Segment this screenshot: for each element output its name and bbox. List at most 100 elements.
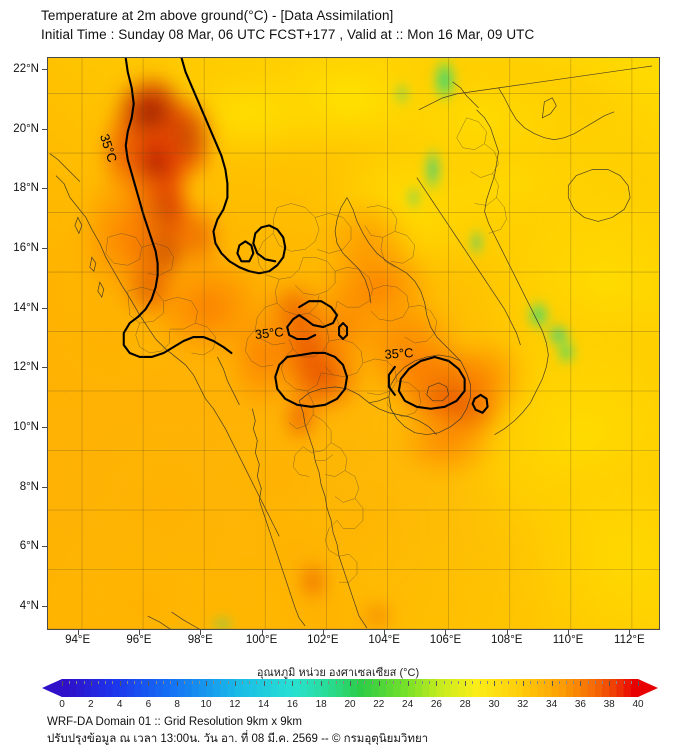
x-axis-tick-label: 96°E [126,634,152,646]
colorbar-gradient [42,679,658,697]
colorbar-minor-tick [342,681,344,684]
y-axis-tick-label: 18°N [13,182,39,195]
colorbar-tick-label: 0 [59,699,65,710]
colorbar-minor-tick [508,681,510,684]
colorbar-cell [328,679,337,697]
colorbar-cell [558,679,567,697]
colorbar-tick-label: 6 [145,699,152,710]
colorbar-tick-label: 24 [402,699,414,710]
colorbar-cell [191,679,200,697]
colorbar-tick-label: 16 [286,699,298,710]
colorbar-tick-mark [465,681,467,686]
colorbar-minor-tick [479,681,481,684]
colorbar-minor-tick [306,681,308,684]
colorbar-cell [501,679,509,697]
colorbar-cell [630,679,639,697]
colorbar-cell [177,679,185,697]
colorbar-tick-label: 26 [430,699,442,710]
colorbar-cell [429,679,437,697]
page-subtitle: Initial Time : Sunday 08 Mar, 06 UTC FCS… [41,27,535,42]
x-axis-tick-mark [445,630,447,635]
colorbar-minor-tick [220,681,222,684]
colorbar-cell [342,679,351,697]
colorbar-cell [98,679,106,697]
colorbar-cell [83,679,92,697]
colorbar-minor-tick [314,681,315,684]
colorbar-cell [90,679,99,697]
colorbar-cell [299,679,308,697]
colorbar-minor-tick [242,681,243,684]
y-axis-tick-label: 12°N [13,361,39,374]
footer-block: WRF-DA Domain 01 :: Grid Resolution 9km … [47,714,647,748]
colorbar-minor-tick [630,681,632,684]
colorbar-tick-label: 36 [574,699,586,710]
x-axis-tick-label: 104°E [368,634,400,646]
colorbar-minor-tick [422,681,423,684]
colorbar-cell [242,679,250,697]
colorbar-minor-tick [587,681,589,684]
colorbar-cell [486,679,495,697]
colorbar-minor-tick [371,681,373,684]
colorbar-cell [62,679,70,697]
colorbar-minor-tick [155,681,157,684]
colorbar-minor-tick [213,681,215,684]
colorbar-cell [76,679,85,697]
colorbar-cell [594,679,603,697]
footer-credit: ปรับปรุงข้อมูล ณ เวลา 13:00น. วัน อา. ที… [47,733,429,745]
colorbar-cell [285,679,293,697]
colorbar-cell [155,679,164,697]
y-axis-tick-label: 4°N [19,600,39,613]
coastline-layer [49,65,653,629]
province-boundary-layer [105,117,507,583]
colorbar-minor-tick [112,681,114,684]
colorbar-minor-tick [256,681,258,684]
colorbar-tick-mark [350,681,351,686]
colorbar-minor-tick [450,681,452,684]
colorbar-minor-tick [249,681,251,684]
colorbar-cell [134,679,142,697]
colorbar-tick-mark [580,681,582,686]
colorbar-tick-label: 14 [258,699,270,710]
colorbar-cell [443,679,452,697]
x-axis-tick-mark [77,630,79,635]
y-axis-tick-label: 16°N [13,242,39,254]
colorbar-minor-tick [270,681,272,684]
colorbar-minor-tick [537,681,539,684]
colorbar-minor-tick [76,681,78,684]
colorbar-minor-tick [105,681,107,684]
colorbar-cell [450,679,459,697]
y-axis-tick-label: 14°N [13,301,39,314]
x-axis-tick-mark [261,630,263,635]
colorbar-tick-mark [234,681,236,686]
colorbar-cell [119,679,128,697]
colorbar-minor-tick [170,681,171,684]
colorbar-cell [105,679,113,697]
colorbar-cell [494,679,502,697]
x-axis-tick-mark [384,630,386,635]
colorbar-cell [436,679,445,697]
colorbar-cell [393,679,401,697]
colorbar-cell [465,679,473,697]
colorbar-cell [386,679,394,697]
x-axis-tick-mark [322,630,324,635]
colorbar-cell [220,679,229,697]
colorbar-minor-tick [429,681,431,684]
colorbar-cell [609,679,617,697]
colorbar-cell [508,679,517,697]
colorbar-over-arrow [638,679,658,697]
colorbar-tick-label: 4 [116,699,123,710]
colorbar-minor-tick [162,681,164,684]
colorbar-minor-tick [486,681,488,684]
colorbar-minor-tick [364,681,366,684]
colorbar-tick-mark [119,681,121,686]
x-axis-tick-mark [629,630,631,635]
colorbar-cell [249,679,257,697]
x-axis-tick-label: 106°E [429,634,462,646]
colorbar-minor-tick [594,681,596,684]
colorbar-minor-tick [623,681,625,684]
colorbar-cell [458,679,466,697]
colorbar-tick-mark [292,681,294,686]
colorbar-cell [184,679,193,697]
colorbar-minor-tick [335,681,337,684]
colorbar-tick-mark [638,681,639,686]
